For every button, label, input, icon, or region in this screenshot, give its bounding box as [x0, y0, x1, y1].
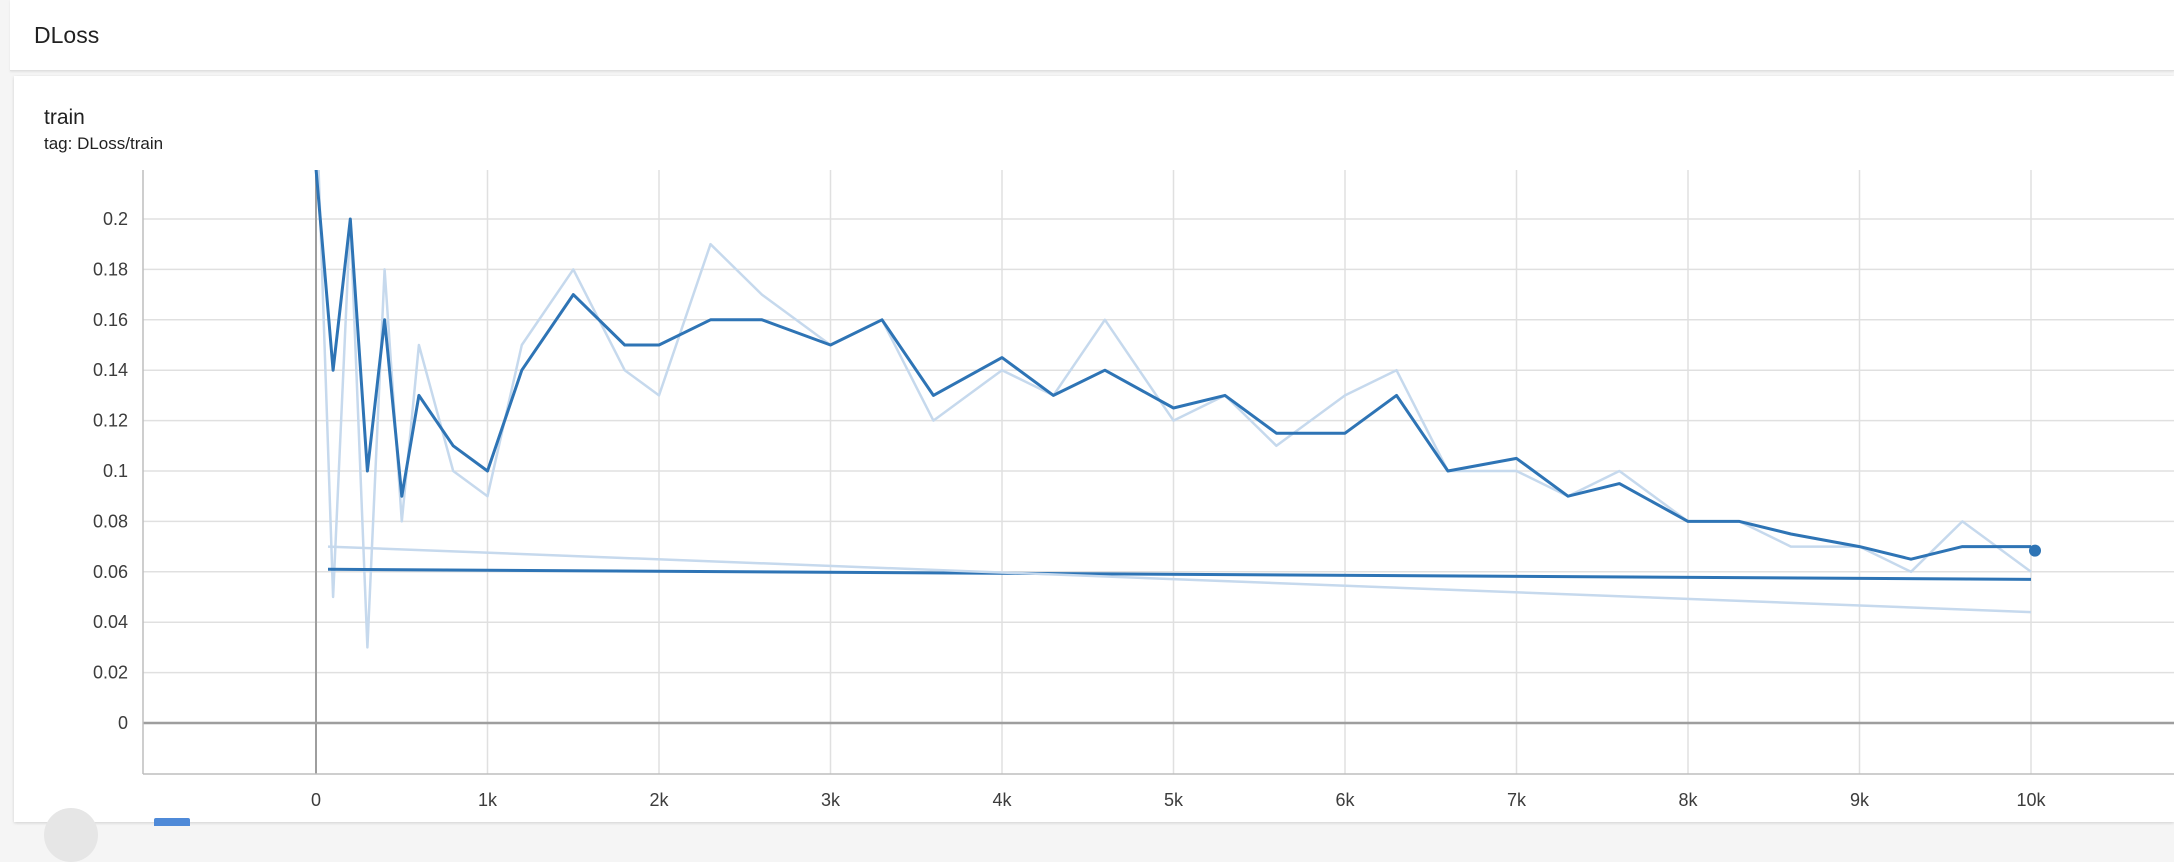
smoothed-series-line — [327, 567, 2032, 581]
smoothed-series-line — [314, 170, 2031, 561]
scalar-chart[interactable]: 0 1k 2k 3k 4k 5k 6k 7k 8k 9k 10k 0 0.02 0.04 0.06 0.08 0… — [0, 0, 2174, 822]
x-tick-label: 1k — [478, 790, 498, 810]
y-tick-label: 0.12 — [93, 411, 128, 431]
expand-button[interactable] — [44, 808, 98, 862]
x-tick-label: 9k — [1850, 790, 1870, 810]
last-point-marker — [2029, 544, 2041, 557]
y-tick-label: 0.02 — [93, 663, 128, 683]
y-tick-label: 0.2 — [103, 209, 128, 229]
section-header[interactable]: DLoss — [10, 0, 2174, 71]
y-tick-label: 0.14 — [93, 360, 128, 380]
x-tick-label: 5k — [1164, 790, 1184, 810]
y-tick-label: 0.04 — [93, 612, 128, 632]
chart-card-tag: tag: DLoss/train — [44, 134, 164, 153]
chart-card: train tag: DLoss/train — [14, 76, 2174, 822]
y-tick-label: 0.16 — [93, 310, 128, 330]
checkbox-icon[interactable] — [154, 818, 190, 826]
y-tick-label: 0.18 — [93, 259, 128, 279]
section-title: DLoss — [34, 22, 100, 48]
x-tick-label: 0 — [311, 790, 321, 810]
y-tick-label: 0.08 — [93, 511, 128, 531]
x-tick-label: 3k — [821, 790, 841, 810]
x-tick-label: 6k — [1335, 790, 1355, 810]
x-tick-label: 10k — [2016, 790, 2046, 810]
x-tick-label: 2k — [649, 790, 669, 810]
x-tick-label: 7k — [1507, 790, 1527, 810]
series-group — [314, 170, 2032, 649]
y-tick-label: 0 — [118, 713, 128, 733]
raw-series-line — [327, 545, 2032, 614]
x-tick-label: 8k — [1678, 790, 1698, 810]
x-tick-label: 4k — [992, 790, 1012, 810]
y-tick-label: 0.1 — [103, 461, 128, 481]
chart-card-title: train — [44, 106, 85, 129]
y-tick-label: 0.06 — [93, 562, 128, 582]
